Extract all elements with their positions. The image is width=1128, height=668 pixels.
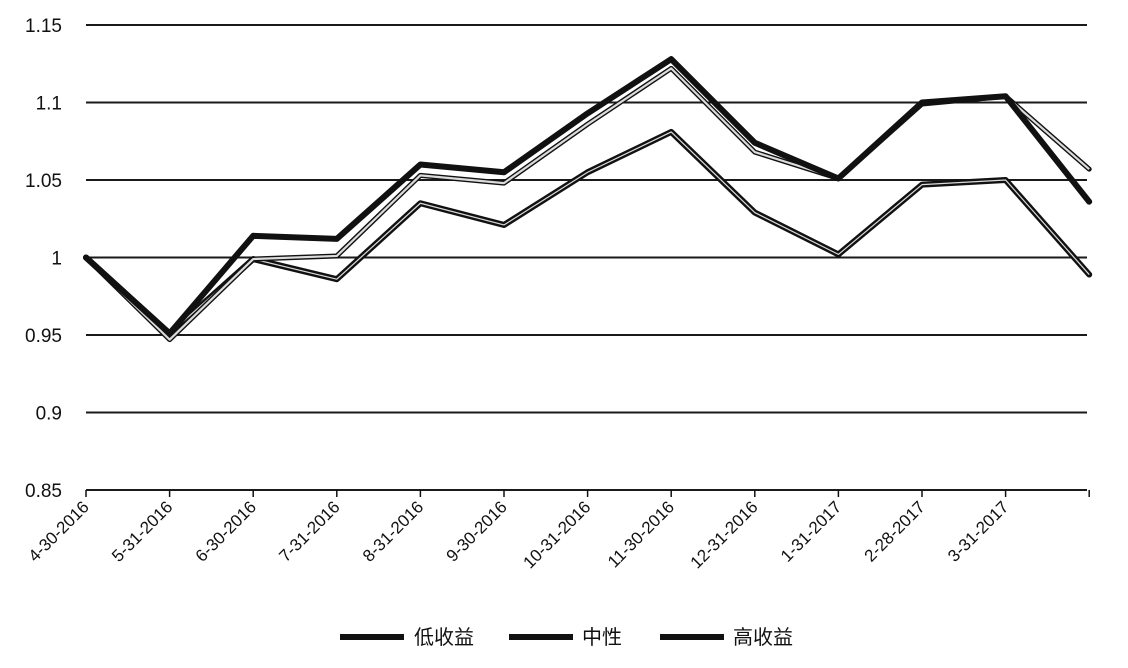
legend: 低收益 中性 高收益	[340, 626, 793, 649]
series-line-core	[86, 68, 1089, 339]
x-tick-label: 3-31-2017	[944, 497, 1012, 565]
x-tick-label: 11-30-2016	[604, 497, 678, 571]
series-line	[86, 68, 1089, 339]
series-line-stroke	[86, 132, 1089, 334]
legend-label: 高收益	[733, 626, 793, 649]
legend-label: 中性	[582, 626, 622, 649]
y-tick-label: 1.1	[36, 94, 62, 115]
series-line-stroke	[86, 68, 1089, 339]
series-line-stroke	[86, 59, 1089, 333]
series-line	[86, 59, 1089, 333]
x-tick-label: 10-31-2016	[519, 497, 594, 572]
y-tick-label: 1.15	[25, 16, 62, 37]
y-tick-label: 1	[51, 249, 62, 270]
y-axis-ticks: 0.85 0.9 0.95 1 1.05 1.1 1.15	[25, 16, 62, 502]
y-tick-label: 0.85	[25, 481, 62, 502]
legend-label: 低收益	[414, 626, 474, 649]
x-axis-ticks: 4-30-2016 5-31-2016 6-30-2016 7-31-2016 8-31…	[25, 490, 1090, 572]
x-tick-label: 6-30-2016	[192, 497, 260, 565]
x-tick-label: 2-28-2017	[861, 497, 929, 565]
x-tick-label: 7-31-2016	[275, 497, 343, 565]
series-line-core	[86, 132, 1089, 334]
x-tick-label: 5-31-2016	[108, 497, 176, 565]
x-tick-label: 4-30-2016	[25, 497, 93, 565]
y-tick-label: 0.95	[25, 326, 62, 347]
x-tick-label: 9-30-2016	[443, 497, 511, 565]
x-tick-label: 12-31-2016	[687, 497, 762, 572]
y-tick-label: 0.9	[36, 404, 62, 425]
y-tick-label: 1.05	[25, 171, 62, 192]
x-tick-label: 1-31-2017	[777, 497, 845, 565]
series-line	[86, 132, 1089, 334]
x-tick-label: 8-31-2016	[359, 497, 427, 565]
